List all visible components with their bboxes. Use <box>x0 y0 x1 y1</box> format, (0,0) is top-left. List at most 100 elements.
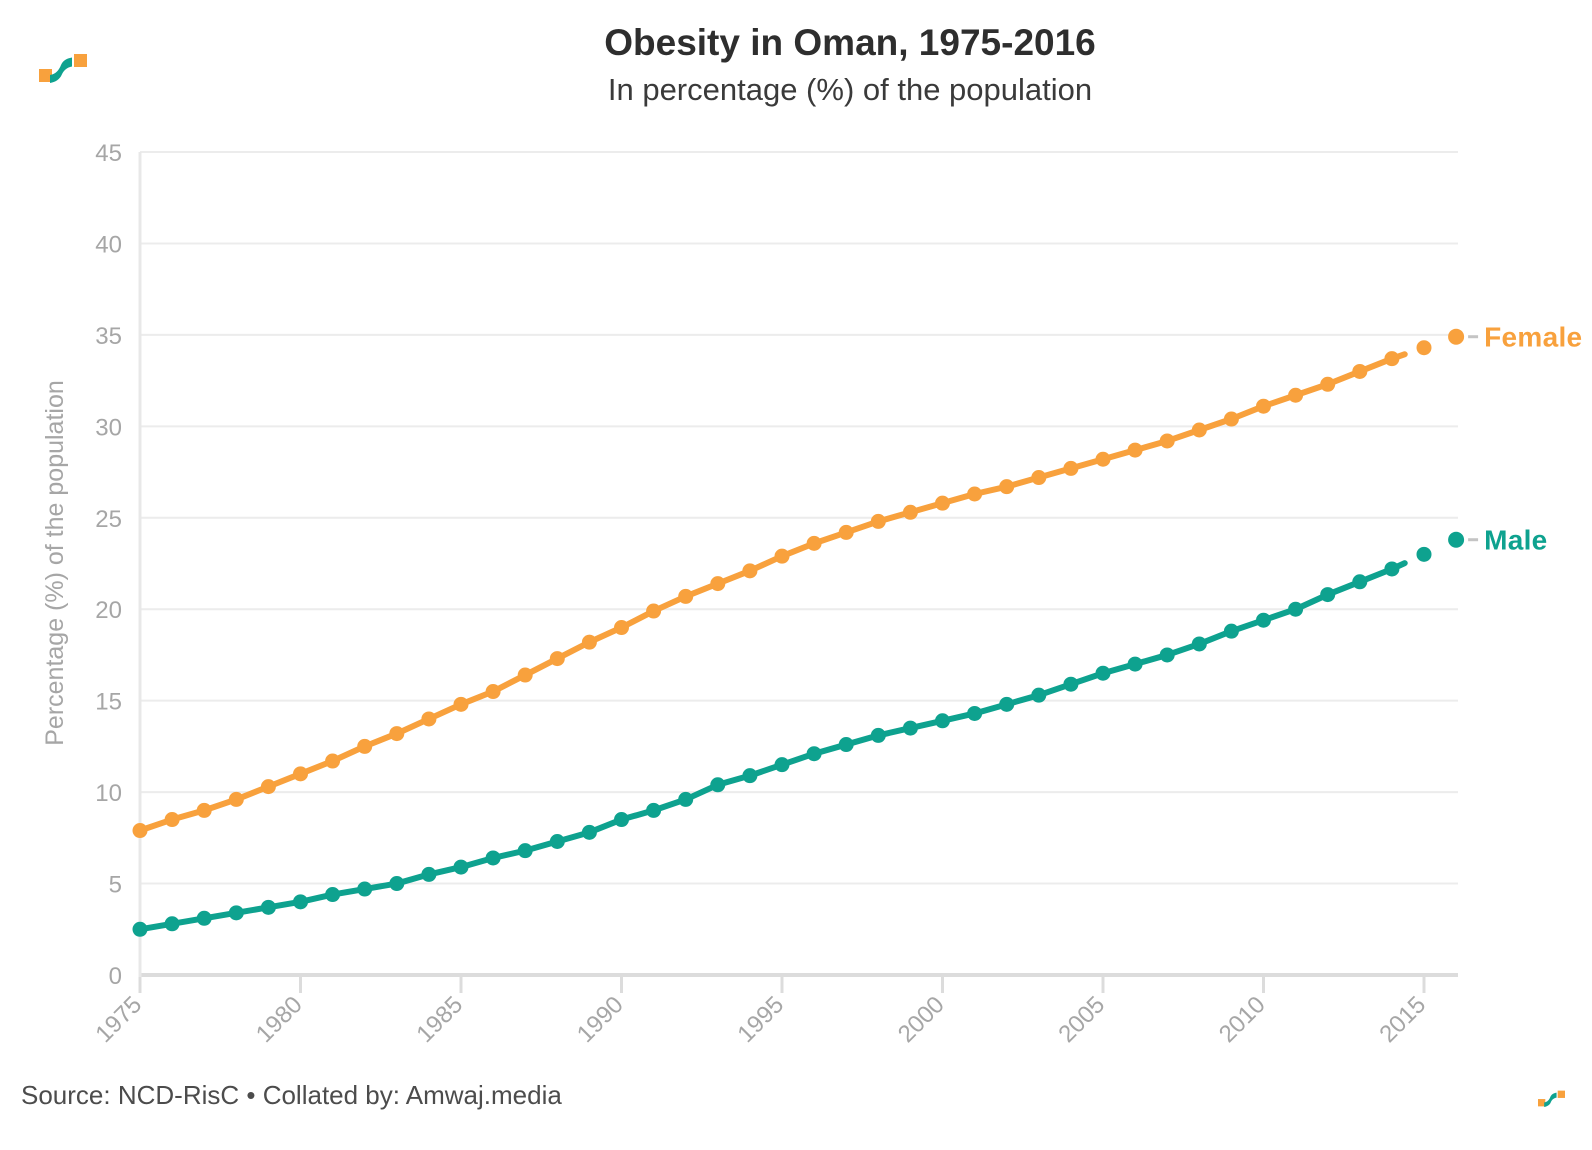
male-point-1999 <box>902 720 918 736</box>
male-point-1996 <box>806 746 822 762</box>
female-point-1977 <box>196 802 212 818</box>
male-point-2015 <box>1416 546 1432 562</box>
chart-subtitle: In percentage (%) of the population <box>607 71 1093 107</box>
male-point-1986 <box>485 850 501 866</box>
amwaj-logo-bottom <box>1538 1090 1565 1107</box>
male-point-1992 <box>678 791 694 807</box>
female-point-1990 <box>614 620 629 636</box>
logo-orange-square-top <box>1557 1090 1565 1098</box>
male-point-1993 <box>710 777 726 793</box>
x-tick-label-1975: 1975 <box>90 991 147 1048</box>
male-point-2008 <box>1191 636 1207 652</box>
female-point-2009 <box>1223 411 1239 427</box>
male-point-2011 <box>1288 601 1304 617</box>
male-point-1995 <box>774 757 790 773</box>
x-tick-label-2015: 2015 <box>1374 991 1431 1048</box>
female-point-2007 <box>1159 433 1175 449</box>
male-point-2014 <box>1384 561 1400 577</box>
source-note: Source: NCD-RisC • Collated by: Amwaj.me… <box>21 1080 562 1110</box>
female-point-1985 <box>453 696 469 712</box>
female-point-1997 <box>838 524 854 540</box>
female-point-2006 <box>1127 442 1143 458</box>
male-point-1987 <box>517 843 533 859</box>
male-point-1997 <box>838 737 854 753</box>
male-line <box>137 560 1408 933</box>
female-point-1980 <box>293 766 308 782</box>
female-point-2010 <box>1256 398 1271 414</box>
female-point-1992 <box>678 588 694 604</box>
male-point-2003 <box>1031 687 1047 703</box>
y-tick-label-0: 0 <box>109 963 122 990</box>
female-point-1981 <box>325 753 341 769</box>
x-tick-label-1980: 1980 <box>251 991 308 1048</box>
female-point-2005 <box>1095 451 1111 467</box>
male-point-1976 <box>164 916 180 932</box>
female-point-1978 <box>228 791 244 807</box>
female-point-1995 <box>774 548 790 564</box>
logo-orange-square-bottom <box>39 69 52 82</box>
female-point-1984 <box>421 711 437 727</box>
female-point-1998 <box>870 513 886 529</box>
male-point-2007 <box>1159 647 1175 663</box>
male-point-1983 <box>389 876 405 892</box>
x-tick-label-1985: 1985 <box>411 991 468 1048</box>
female-point-1983 <box>389 726 405 742</box>
female-point-1987 <box>517 667 533 683</box>
male-point-2005 <box>1095 665 1111 681</box>
male-point-2006 <box>1127 656 1143 672</box>
male-point-1977 <box>196 910 212 926</box>
female-point-2015 <box>1416 340 1432 356</box>
female-point-2016 <box>1448 328 1465 345</box>
male-point-2009 <box>1223 623 1239 639</box>
female-point-2013 <box>1352 363 1368 379</box>
female-point-2000 <box>935 495 950 511</box>
y-tick-label-15: 15 <box>95 689 122 716</box>
y-tick-label-40: 40 <box>95 231 122 258</box>
male-point-1984 <box>421 866 437 882</box>
logo-orange-square-bottom <box>1538 1099 1546 1107</box>
female-point-2011 <box>1288 387 1304 403</box>
male-point-2004 <box>1063 676 1079 692</box>
female-point-2001 <box>967 486 983 502</box>
y-tick-label-20: 20 <box>95 597 122 624</box>
x-tick-label-2005: 2005 <box>1053 991 1110 1048</box>
female-point-1979 <box>260 779 276 795</box>
chart-title: Obesity in Oman, 1975-2016 <box>604 22 1096 63</box>
male-point-2001 <box>967 705 983 721</box>
male-point-1975 <box>132 921 148 937</box>
y-tick-label-30: 30 <box>95 414 122 441</box>
female-point-1975 <box>132 823 148 839</box>
female-point-2012 <box>1320 376 1336 392</box>
male-point-1981 <box>325 887 341 903</box>
female-point-1989 <box>581 634 597 650</box>
logo-orange-square-top <box>74 54 87 67</box>
logo-teal-wave <box>50 57 72 83</box>
x-tick-label-1995: 1995 <box>732 991 789 1048</box>
male-point-2002 <box>999 696 1015 712</box>
y-tick-label-25: 25 <box>95 506 122 533</box>
female-point-1996 <box>806 535 822 551</box>
male-point-1980 <box>293 894 308 910</box>
male-point-2013 <box>1352 574 1368 590</box>
male-point-1991 <box>646 802 662 818</box>
chart-header: Obesity in Oman, 1975-2016 In percentage… <box>140 22 1560 107</box>
y-tick-label-45: 45 <box>95 140 122 167</box>
female-point-1993 <box>710 576 726 592</box>
male-point-1982 <box>357 881 373 897</box>
male-point-2016 <box>1448 531 1465 548</box>
y-tick-label-10: 10 <box>95 780 122 807</box>
male-point-2010 <box>1256 612 1271 628</box>
male-point-1979 <box>260 899 276 915</box>
series-label-male: Male <box>1484 525 1547 556</box>
y-tick-label-5: 5 <box>109 872 122 899</box>
amwaj-logo-top <box>39 54 87 83</box>
male-point-2012 <box>1320 587 1336 603</box>
female-point-2008 <box>1191 422 1207 438</box>
female-point-1999 <box>902 504 918 520</box>
female-point-1988 <box>549 651 565 667</box>
logo-teal-wave <box>1544 1092 1557 1107</box>
male-point-2000 <box>935 713 950 729</box>
female-point-1986 <box>485 684 501 700</box>
